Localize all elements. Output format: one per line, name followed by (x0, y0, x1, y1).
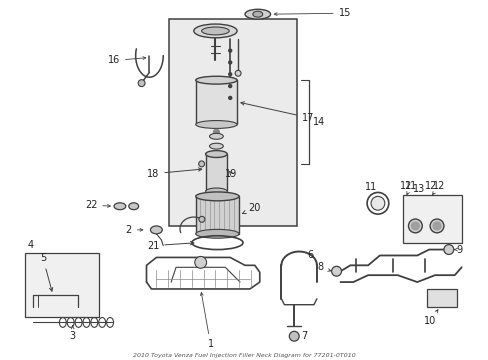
Bar (402, 195, 461, 243)
Ellipse shape (195, 76, 237, 84)
Text: 9: 9 (453, 244, 462, 255)
Text: 12: 12 (399, 181, 411, 190)
Circle shape (213, 129, 219, 135)
Circle shape (228, 96, 231, 99)
Ellipse shape (209, 133, 223, 139)
Ellipse shape (244, 9, 270, 19)
Circle shape (228, 73, 231, 76)
Ellipse shape (205, 188, 227, 195)
Text: 11: 11 (364, 181, 376, 192)
Bar (195, 80, 237, 125)
Text: 14: 14 (312, 117, 325, 126)
Text: 18: 18 (147, 168, 202, 179)
Text: 16: 16 (107, 55, 145, 66)
Text: 3: 3 (69, 325, 76, 341)
Bar (195, 197, 239, 234)
Text: 13: 13 (412, 184, 425, 194)
Text: 5: 5 (40, 253, 53, 291)
Text: 17: 17 (241, 102, 314, 123)
Bar (25, 252, 99, 316)
Circle shape (199, 216, 204, 222)
Ellipse shape (205, 150, 227, 157)
Ellipse shape (252, 11, 262, 17)
Circle shape (410, 222, 418, 230)
Ellipse shape (195, 121, 237, 129)
Text: 10: 10 (423, 310, 437, 327)
Text: 1: 1 (200, 293, 213, 349)
Ellipse shape (429, 219, 443, 233)
Text: 8: 8 (317, 262, 330, 272)
Ellipse shape (195, 192, 239, 201)
Ellipse shape (201, 27, 229, 35)
Circle shape (228, 85, 231, 87)
Circle shape (289, 331, 299, 341)
Ellipse shape (407, 219, 422, 233)
Circle shape (235, 70, 241, 76)
Circle shape (138, 80, 145, 86)
Text: 7: 7 (301, 331, 307, 341)
Text: 19: 19 (225, 169, 237, 179)
Bar (427, 289, 456, 307)
Circle shape (198, 161, 204, 167)
Text: 12: 12 (432, 181, 444, 195)
Text: 11: 11 (404, 181, 416, 194)
Text: 20: 20 (242, 203, 260, 213)
Text: 22: 22 (84, 200, 110, 210)
Ellipse shape (150, 226, 162, 234)
Text: 12: 12 (425, 181, 437, 190)
Ellipse shape (114, 203, 125, 210)
Circle shape (443, 245, 453, 255)
Ellipse shape (209, 143, 223, 149)
Ellipse shape (195, 229, 239, 238)
Bar (205, 154, 227, 192)
Circle shape (331, 266, 341, 276)
Text: 2010 Toyota Venza Fuel Injection Filler Neck Diagram for 77201-0T010: 2010 Toyota Venza Fuel Injection Filler … (132, 353, 355, 358)
Ellipse shape (193, 24, 237, 38)
Circle shape (228, 49, 231, 52)
Text: 21: 21 (146, 240, 193, 251)
Circle shape (194, 256, 206, 268)
Ellipse shape (128, 203, 139, 210)
Circle shape (228, 61, 231, 64)
Ellipse shape (370, 197, 384, 210)
Bar (169, 19, 297, 226)
Text: 2: 2 (125, 225, 142, 235)
Text: 15: 15 (274, 8, 350, 18)
Circle shape (432, 222, 440, 230)
Text: 4: 4 (27, 240, 33, 249)
Text: 6: 6 (306, 251, 312, 261)
